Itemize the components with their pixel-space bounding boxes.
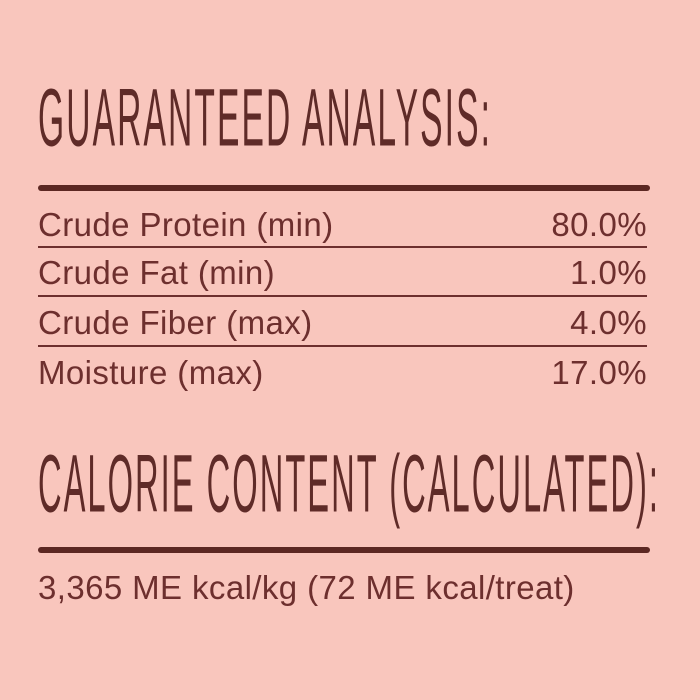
divider-thick-bottom <box>38 547 650 553</box>
guaranteed-analysis-table: Crude Protein (min) 80.0% Crude Fat (min… <box>38 200 647 395</box>
table-row: Crude Protein (min) 80.0% <box>38 200 647 248</box>
nutrient-label: Moisture (max) <box>38 353 264 391</box>
divider-thick-top <box>38 185 650 191</box>
nutrient-label: Crude Fat (min) <box>38 254 276 291</box>
table-row: Moisture (max) 17.0% <box>38 347 647 395</box>
table-row: Crude Fat (min) 1.0% <box>38 248 647 297</box>
nutrient-label: Crude Fiber (max) <box>38 303 313 341</box>
table-row: Crude Fiber (max) 4.0% <box>38 297 647 347</box>
nutrient-label: Crude Protein (min) <box>38 205 334 243</box>
calorie-value: 3,365 ME kcal/kg (72 ME kcal/treat) <box>38 569 575 606</box>
guaranteed-analysis-title: GUARANTEED ANALYSIS: <box>38 73 493 164</box>
nutrient-value: 4.0% <box>570 303 647 341</box>
nutrient-value: 80.0% <box>551 205 647 243</box>
calorie-content-title: CALORIE CONTENT (CALCULATED): <box>38 439 660 530</box>
nutrient-value: 1.0% <box>570 254 647 291</box>
nutrient-value: 17.0% <box>551 353 647 391</box>
